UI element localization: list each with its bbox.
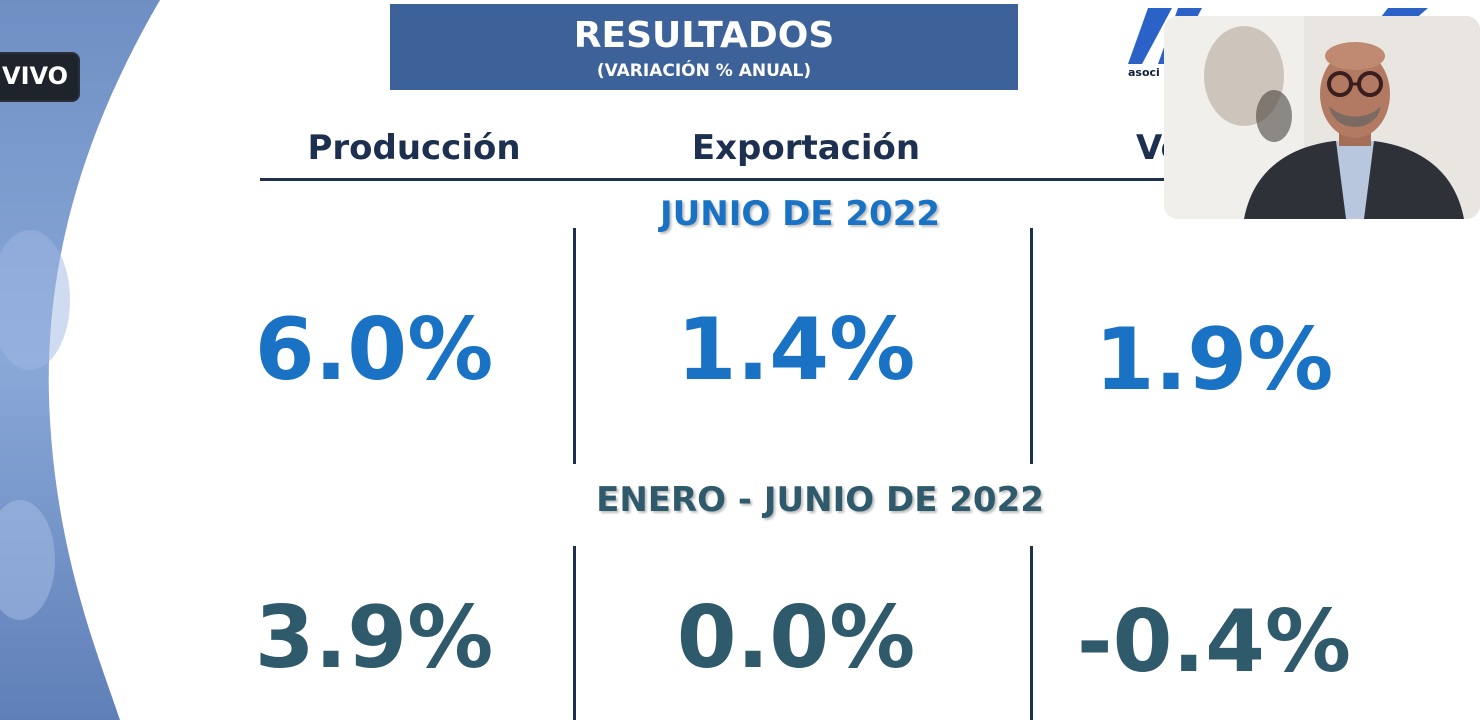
page-title: RESULTADOS: [573, 15, 835, 56]
page-subtitle: (VARIACIÓN % ANUAL): [596, 61, 812, 81]
section-label-junio: JUNIO DE 2022: [659, 194, 941, 234]
left-panel-background: [0, 0, 160, 720]
column-divider: [573, 546, 576, 720]
live-badge: VIVO: [0, 52, 81, 102]
header-divider: [260, 178, 1480, 181]
presenter-video-icon: [1164, 16, 1480, 219]
ytd-value-ventas: -0.4%: [1076, 592, 1352, 692]
webcam-video-feed[interactable]: [1164, 16, 1480, 219]
logo-text: asoci: [1128, 66, 1160, 79]
title-banner: RESULTADOS (VARIACIÓN % ANUAL): [390, 4, 1018, 90]
left-decorative-panel: [0, 0, 190, 720]
ytd-value-produccion: 3.9%: [254, 588, 494, 688]
column-divider: [573, 228, 576, 464]
ytd-value-exportacion: 0.0%: [676, 588, 916, 688]
column-header-produccion: Producción: [307, 128, 521, 168]
column-header-exportacion: Exportación: [691, 128, 921, 168]
junio-value-ventas: 1.9%: [1094, 310, 1334, 410]
column-divider: [1030, 546, 1033, 720]
column-divider: [1030, 228, 1033, 464]
junio-value-produccion: 6.0%: [254, 300, 494, 400]
section-label-ytd: ENERO - JUNIO DE 2022: [596, 480, 1044, 520]
junio-value-exportacion: 1.4%: [676, 300, 916, 400]
